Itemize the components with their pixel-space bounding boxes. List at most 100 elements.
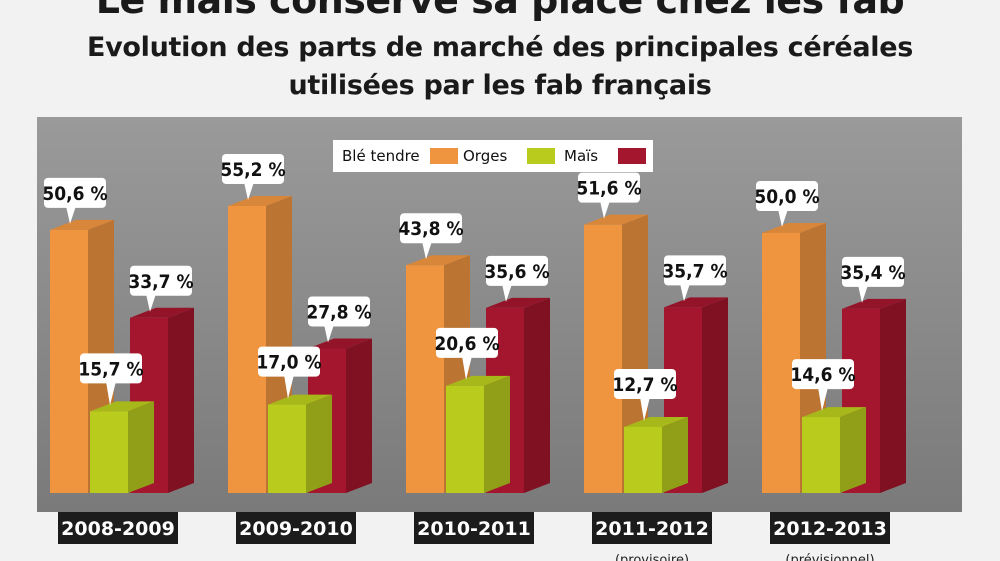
bar-top — [228, 195, 292, 206]
legend-swatch-1 — [430, 148, 458, 164]
label-value: 17,0 % — [256, 352, 321, 374]
label-box — [842, 256, 904, 287]
category-note: (provisoire) — [615, 553, 689, 561]
label-pointer — [106, 381, 116, 406]
bar-side — [840, 407, 866, 493]
data-label-2-2010-2011: 20,6 % — [434, 327, 500, 380]
bar-top — [486, 297, 550, 308]
bar-top — [406, 255, 470, 266]
bar-2-2012-2013 — [802, 407, 866, 493]
data-label-3-2008-2009: 33,7 % — [128, 265, 194, 312]
label-pointer — [640, 396, 650, 421]
bar-side — [128, 401, 154, 493]
label-box — [436, 327, 498, 358]
label-value: 35,4 % — [840, 262, 905, 284]
bars-layer — [50, 195, 906, 493]
bar-top — [308, 338, 372, 349]
data-label-3-2012-2013: 35,4 % — [840, 256, 906, 303]
label-pointer — [680, 283, 690, 302]
bar-top — [842, 298, 906, 309]
legend-label-1: Blé tendre — [342, 147, 420, 165]
category-label-2008-2009: 2008-2009 — [58, 512, 178, 544]
bar-side — [702, 297, 728, 493]
legend-swatch-2 — [527, 148, 555, 164]
category-box — [770, 512, 890, 544]
bar-side — [306, 394, 332, 493]
bar-top — [50, 219, 114, 230]
bar-top — [268, 394, 332, 405]
label-pointer — [462, 355, 472, 380]
bar-side — [662, 416, 688, 493]
label-value: 20,6 % — [434, 333, 499, 355]
label-value: 35,7 % — [662, 260, 727, 282]
bar-top — [90, 401, 154, 412]
category-label-2012-2013: 2012-2013 (prévisionnel) — [770, 512, 890, 561]
bar-front — [90, 411, 128, 493]
label-box — [664, 255, 726, 286]
label-pointer — [324, 324, 334, 343]
bar-front — [624, 426, 662, 493]
chart-title: Le maïs conserve sa place chez les fab — [95, 0, 905, 22]
data-label-1-2011-2012: 51,6 % — [576, 172, 642, 219]
data-label-1-2008-2009: 50,6 % — [42, 177, 108, 224]
bar-2-2008-2009 — [90, 401, 154, 493]
bar-top — [762, 223, 826, 233]
label-box — [756, 181, 818, 211]
label-box — [222, 153, 284, 184]
legend-box — [333, 140, 653, 172]
label-box — [308, 296, 370, 327]
data-label-3-2011-2012: 35,7 % — [662, 255, 728, 302]
label-value: 43,8 % — [398, 218, 463, 240]
category-text: 2010-2011 — [417, 518, 531, 540]
bar-top — [802, 407, 866, 418]
legend: Blé tendre Orges Maïs — [333, 140, 653, 172]
data-label-1-2009-2010: 55,2 % — [220, 153, 286, 200]
label-box — [486, 255, 548, 286]
label-pointer — [600, 200, 610, 219]
bar-front — [406, 265, 444, 493]
bar-front — [584, 224, 622, 493]
chart-subtitle-line1: Evolution des parts de marché des princi… — [86, 32, 914, 63]
data-label-1-2010-2011: 43,8 % — [398, 213, 464, 260]
category-note: (prévisionnel) — [785, 553, 874, 561]
category-text: 2008-2009 — [61, 518, 175, 540]
bar-top — [624, 416, 688, 427]
label-box — [44, 177, 106, 208]
label-pointer — [858, 284, 868, 303]
label-value: 14,6 % — [790, 364, 855, 386]
label-box — [258, 346, 320, 377]
label-box — [400, 213, 462, 244]
category-box — [414, 512, 534, 544]
label-box — [80, 353, 142, 384]
legend-swatch-3 — [618, 148, 646, 164]
bar-2-2010-2011 — [446, 375, 510, 493]
bar-front — [446, 385, 484, 493]
data-label-2-2009-2010: 17,0 % — [256, 346, 322, 399]
category-text: 2011-2012 — [595, 518, 709, 540]
bar-side — [880, 298, 906, 493]
label-value: 35,6 % — [484, 261, 549, 283]
label-value: 33,7 % — [128, 271, 193, 293]
data-label-3-2009-2010: 27,8 % — [306, 296, 372, 343]
data-label-1-2012-2013: 50,0 % — [754, 181, 820, 227]
category-text: 2009-2010 — [239, 518, 353, 540]
category-box — [236, 512, 356, 544]
category-box — [592, 512, 712, 544]
label-pointer — [146, 293, 156, 312]
bar-front — [802, 417, 840, 493]
label-box — [792, 359, 854, 390]
label-pointer — [284, 374, 294, 399]
label-pointer — [818, 387, 828, 412]
label-box — [130, 265, 192, 296]
legend-label-2: Orges — [463, 147, 507, 165]
chart-subtitle-line2: utilisées par les fab français — [288, 70, 712, 101]
bar-top — [584, 214, 648, 225]
label-value: 55,2 % — [220, 159, 285, 181]
bar-top — [664, 297, 728, 308]
data-label-2-2008-2009: 15,7 % — [78, 353, 144, 406]
category-box — [58, 512, 178, 544]
label-box — [614, 368, 676, 399]
label-value: 51,6 % — [576, 178, 641, 200]
labels-layer: 50,6 % 15,7 % 33,7 % 55,2 % 17,0 % 27,8 % 43,8… — [42, 153, 906, 421]
label-pointer — [778, 209, 788, 227]
